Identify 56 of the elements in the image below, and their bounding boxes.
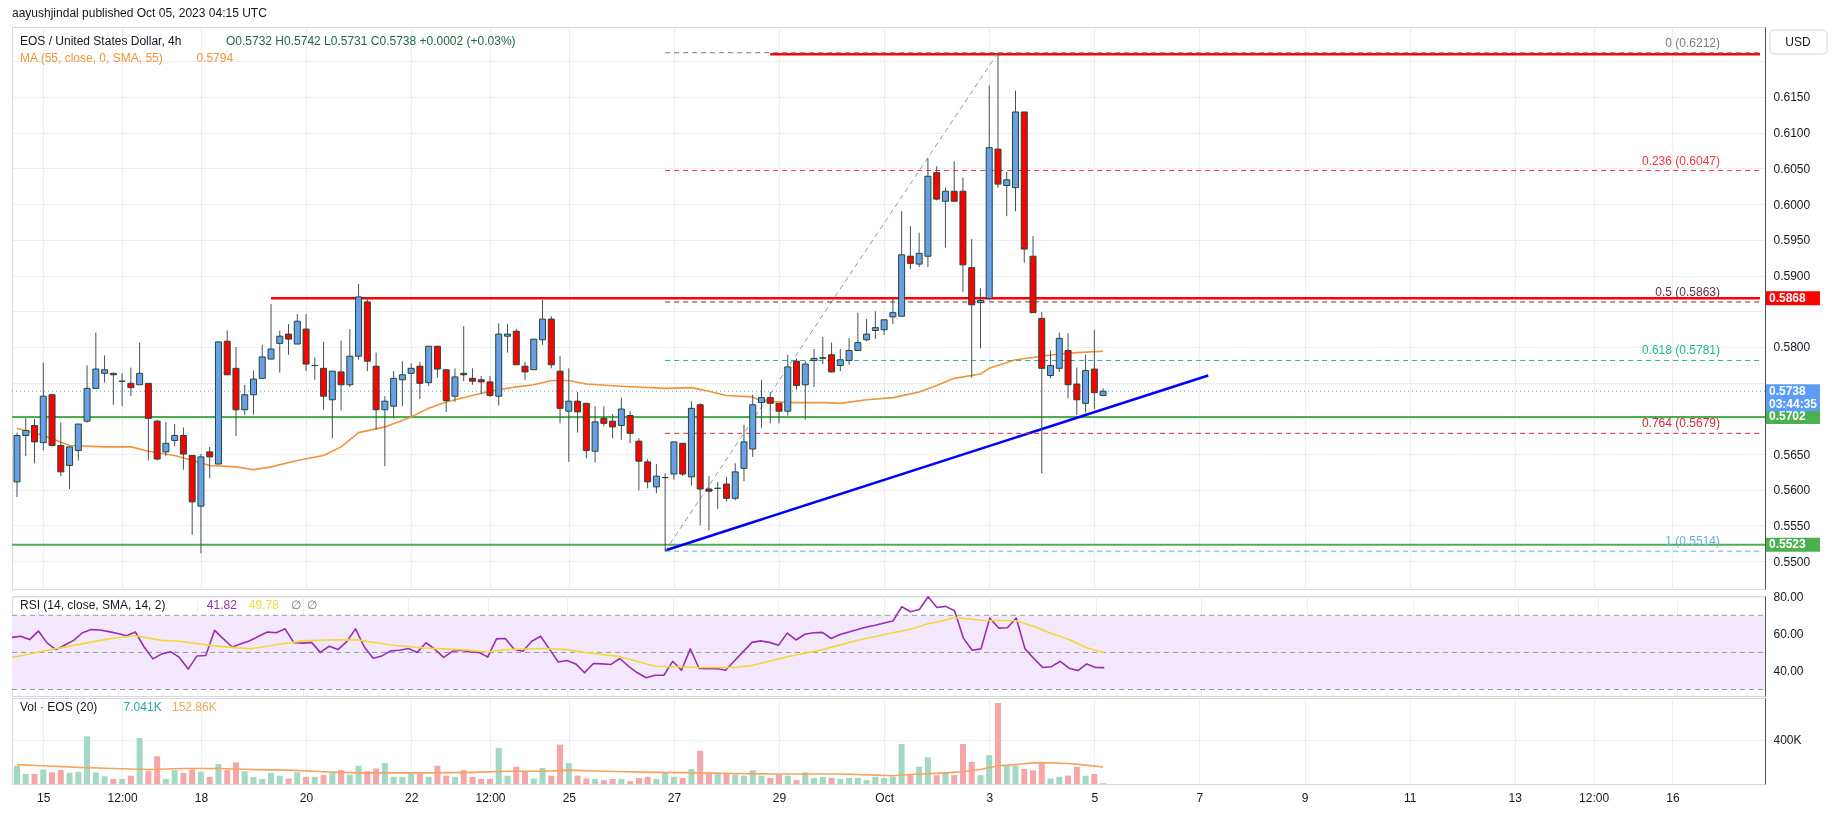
x-tick-label: 20 xyxy=(299,790,314,805)
x-tick-label: 13 xyxy=(1508,790,1523,805)
x-tick-label: 22 xyxy=(404,790,419,805)
y-tick-label: 0.5650 xyxy=(1773,447,1811,462)
x-tick-label: 25 xyxy=(562,790,577,805)
y-tick-label: 60.00 xyxy=(1773,627,1804,642)
x-tick-label: 15 xyxy=(37,790,51,805)
series-label: 0.618 (0.5781) xyxy=(1641,343,1720,358)
series-label: 0.236 (0.6047) xyxy=(1641,153,1720,168)
series-label: 0 (0.6212) xyxy=(1665,35,1720,50)
x-tick-label: 11 xyxy=(1403,790,1417,805)
ref-line-label: 0.5702 xyxy=(1769,409,1807,424)
y-tick-label: 40.00 xyxy=(1773,664,1804,679)
y-tick-label: 0.6150 xyxy=(1773,90,1811,105)
x-tick-label: 12:00 xyxy=(107,790,138,805)
ref-line-label: 0.5523 xyxy=(1769,537,1807,552)
annotation: 49.78 xyxy=(248,598,280,612)
x-tick-label: 27 xyxy=(667,790,682,805)
text: aayushjindal published Oct 05, 2023 04:15 UTC xyxy=(12,6,268,20)
y-tick-label: 80.00 xyxy=(1773,590,1804,605)
text: EOS / United States Dollar, 4h xyxy=(20,34,182,48)
y-tick-label: 0.6000 xyxy=(1773,197,1811,212)
chart-title: Vol · EOS (20) xyxy=(20,700,98,714)
x-tick-label: 29 xyxy=(772,790,787,805)
text: MA (55, close, 0, SMA, 55) xyxy=(20,51,163,65)
y-tick-label: 0.6050 xyxy=(1773,161,1811,176)
annotation: 41.82 xyxy=(206,598,238,612)
series-label: 0.764 (0.5679) xyxy=(1641,416,1720,431)
y-tick-label: 0.6100 xyxy=(1773,126,1811,141)
y-axis-title: USD xyxy=(1785,35,1811,49)
x-tick-label: 16 xyxy=(1666,790,1680,805)
chart-title: RSI (14, close, SMA, 14, 2) xyxy=(20,598,166,612)
x-tick-label: 7 xyxy=(1196,790,1204,805)
annotation: 0.5794 xyxy=(196,51,234,65)
series-label: 0.5868 xyxy=(1769,290,1807,305)
y-tick-label: 0.5900 xyxy=(1773,269,1811,284)
annotation: ∅ xyxy=(290,598,301,612)
y-tick-label: 0.5800 xyxy=(1773,340,1811,355)
annotation: 7.041K xyxy=(123,700,162,714)
series-label: 0.5 (0.5863) xyxy=(1655,284,1720,299)
x-tick-label: Oct xyxy=(875,790,895,805)
annotation: ∅ xyxy=(307,598,318,612)
y-tick-label: 0.5950 xyxy=(1773,233,1811,248)
text: O0.5732 H0.5742 L0.5731 C0.5738 +0.0002 (+0.03%) xyxy=(226,34,516,48)
x-tick-label: 18 xyxy=(194,790,209,805)
annotation: 152.86K xyxy=(172,700,217,714)
x-tick-label: 12:00 xyxy=(1579,790,1610,805)
x-tick-label: 9 xyxy=(1301,790,1309,805)
y-tick-label: 0.5550 xyxy=(1773,518,1811,533)
y-tick-label: 0.5600 xyxy=(1773,483,1811,498)
y-tick-label: 400K xyxy=(1773,733,1802,748)
y-tick-label: 0.5500 xyxy=(1773,554,1811,569)
x-tick-label: 12:00 xyxy=(475,790,506,805)
x-tick-label: 3 xyxy=(986,790,994,805)
ref-line-label: 0.5738 03:44:35 xyxy=(1769,383,1818,411)
x-tick-label: 5 xyxy=(1091,790,1099,805)
